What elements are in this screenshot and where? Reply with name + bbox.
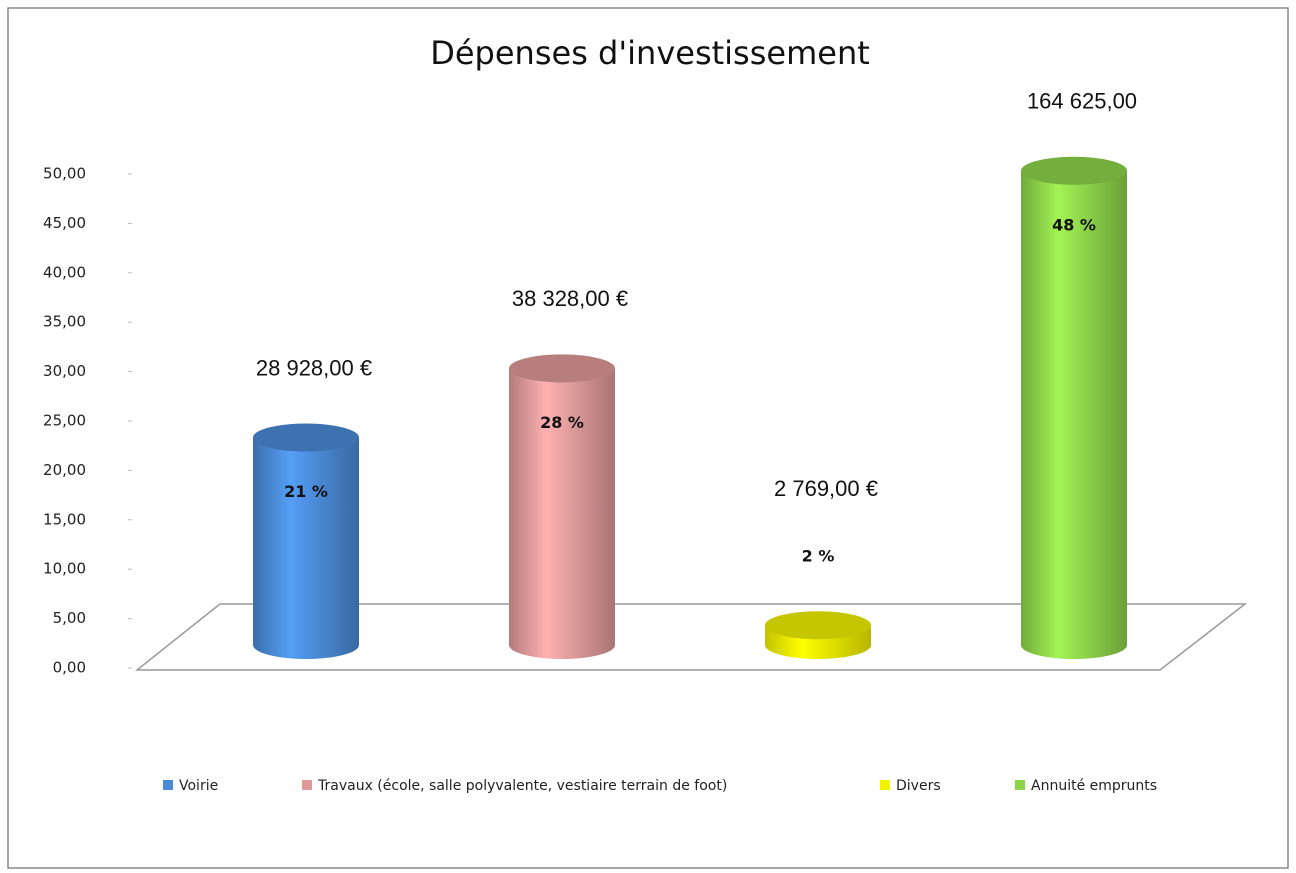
y-tick-label: 20,00 <box>43 461 86 479</box>
y-tick-label: 5,00 <box>53 609 86 627</box>
legend-label: Divers <box>896 778 941 794</box>
legend-label: Travaux (école, salle polyvalente, vesti… <box>317 778 727 794</box>
bar <box>509 368 615 659</box>
bar-top <box>1021 156 1127 185</box>
legend-swatch <box>163 780 173 790</box>
y-tick-label: 25,00 <box>43 412 86 430</box>
value-label: 28 % <box>540 413 584 432</box>
value-label: 48 % <box>1052 215 1096 234</box>
bar <box>1021 170 1127 659</box>
bar-top <box>509 354 615 383</box>
legend-label: Annuité emprunts <box>1031 778 1157 794</box>
amount-label: 2 769,00 € <box>774 476 878 501</box>
legend-swatch <box>302 780 312 790</box>
amount-label: 164 625,00 <box>1027 89 1137 114</box>
y-tick-label: 30,00 <box>43 362 86 380</box>
y-tick-label: 15,00 <box>43 510 86 528</box>
legend-swatch <box>1015 780 1025 790</box>
chart-title: Dépenses d'investissement <box>430 34 870 72</box>
y-tick-label: 40,00 <box>43 263 86 281</box>
value-label: 2 % <box>802 547 835 566</box>
y-tick-label: 0,00 <box>53 659 86 677</box>
floor <box>134 603 1248 671</box>
bar-top <box>253 423 359 452</box>
value-label: 21 % <box>284 482 328 501</box>
y-tick-label: 50,00 <box>43 165 86 183</box>
legend-swatch <box>880 780 890 790</box>
y-tick-label: 45,00 <box>43 214 86 232</box>
bar <box>253 437 359 659</box>
y-tick-label: 10,00 <box>43 560 86 578</box>
bar-top <box>765 611 871 640</box>
y-tick-label: 35,00 <box>43 313 86 331</box>
amount-label: 38 328,00 € <box>512 286 628 311</box>
legend-label: Voirie <box>179 778 218 794</box>
amount-label: 28 928,00 € <box>256 355 372 380</box>
